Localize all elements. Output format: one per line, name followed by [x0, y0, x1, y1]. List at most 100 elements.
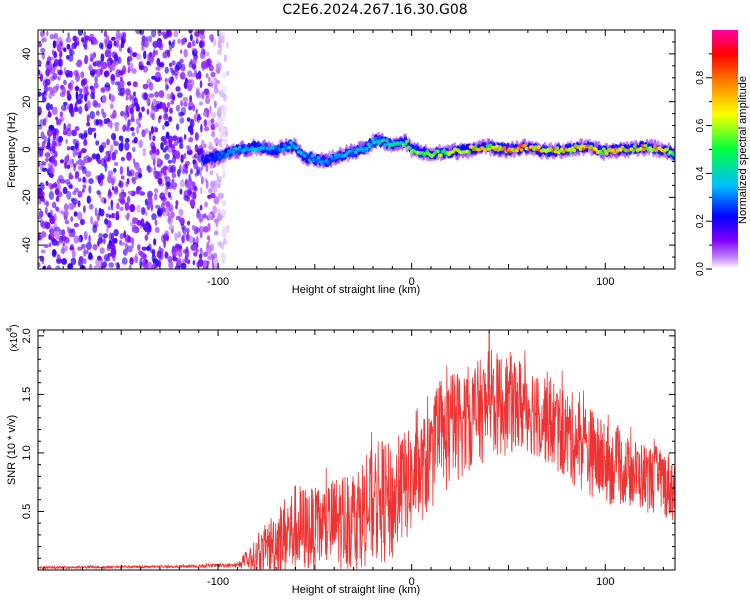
noise-cell — [198, 213, 204, 223]
noise-cell — [91, 53, 96, 60]
noise-cell — [218, 33, 221, 42]
ridge-cell — [493, 147, 498, 152]
ridge-cell — [365, 146, 369, 151]
noise-cell — [69, 70, 73, 78]
noise-cell — [187, 145, 191, 152]
y-tick-label: -20 — [21, 189, 33, 205]
noise-cell — [50, 103, 53, 111]
noise-cell — [64, 245, 68, 252]
noise-cell — [135, 53, 142, 60]
noise-cell — [96, 190, 101, 195]
ridge-cell — [382, 138, 386, 142]
noise-cell — [94, 75, 98, 83]
noise-cell — [90, 216, 94, 225]
noise-cell — [164, 230, 170, 236]
noise-cell — [74, 40, 77, 50]
noise-cell — [111, 151, 117, 161]
noise-cell — [110, 199, 114, 208]
noise-cell — [212, 205, 218, 215]
noise-cell — [167, 49, 171, 58]
noise-cell — [80, 218, 84, 226]
noise-cell — [69, 103, 74, 112]
noise-cell — [183, 101, 188, 107]
noise-cell — [201, 91, 205, 100]
ridge-cell — [467, 150, 471, 154]
noise-cell — [40, 249, 46, 254]
noise-cell — [39, 219, 44, 228]
noise-cell — [192, 260, 196, 266]
noise-cell — [38, 262, 41, 268]
noise-cell — [115, 39, 120, 48]
noise-cell — [214, 100, 217, 108]
noise-cell — [183, 48, 188, 58]
noise-cell — [112, 237, 118, 244]
noise-cell — [59, 50, 63, 58]
x-tick-label: 100 — [596, 576, 614, 588]
noise-cell — [75, 150, 78, 156]
noise-cell — [67, 263, 73, 269]
noise-cell — [63, 47, 67, 52]
noise-cell — [206, 241, 210, 249]
noise-cell — [145, 36, 149, 42]
ridge-cell — [651, 147, 656, 152]
noise-cell — [117, 56, 122, 65]
noise-cell — [120, 175, 125, 180]
noise-cell — [166, 93, 171, 100]
noise-cell — [221, 127, 226, 132]
noise-cell — [88, 37, 93, 42]
noise-cell — [107, 121, 111, 128]
noise-cell — [207, 76, 211, 83]
noise-cell — [146, 246, 151, 251]
y-tick-label: 40 — [21, 48, 33, 60]
noise-cell — [74, 171, 78, 180]
noise-cell — [167, 116, 172, 122]
noise-cell — [68, 174, 74, 180]
noise-cell — [208, 251, 213, 260]
noise-cell — [103, 237, 106, 245]
ridge-cell — [553, 149, 558, 154]
snr-x-axis-label: Height of straight line (km) — [292, 584, 420, 596]
noise-cell — [55, 116, 58, 121]
noise-cell — [46, 264, 52, 269]
noise-cell — [178, 208, 184, 217]
noise-cell — [132, 81, 138, 88]
noise-cell — [158, 90, 165, 98]
noise-cell — [83, 248, 87, 257]
noise-cell — [74, 126, 80, 132]
noise-cell — [155, 149, 160, 156]
noise-cell — [214, 139, 220, 144]
noise-cell — [170, 99, 175, 105]
noise-cell — [69, 184, 74, 189]
noise-cell — [66, 226, 70, 233]
noise-cell — [155, 66, 161, 71]
noise-cell — [217, 240, 223, 247]
ridge-cell — [631, 148, 635, 153]
ridge-cell — [442, 148, 447, 153]
noise-cell — [141, 106, 145, 112]
noise-cell — [135, 30, 141, 35]
noise-cell — [151, 102, 154, 111]
ridge-cell — [276, 144, 281, 148]
noise-cell — [218, 193, 224, 200]
noise-cell — [46, 30, 49, 37]
noise-cell — [66, 164, 71, 170]
noise-cell — [165, 181, 171, 187]
ridge-cell — [578, 147, 583, 151]
noise-cell — [167, 215, 172, 223]
noise-cell — [148, 132, 152, 141]
noise-cell — [104, 39, 108, 48]
noise-cell — [179, 143, 184, 150]
noise-cell — [40, 191, 45, 198]
noise-cell — [160, 142, 164, 151]
noise-cell — [107, 59, 111, 69]
noise-cell — [182, 169, 186, 175]
spectrogram-axes: -100 0 100 -40 -20 0 20 40 — [21, 30, 675, 288]
noise-cell — [82, 184, 87, 189]
y-tick-label: 1.5 — [21, 387, 33, 402]
noise-cell — [42, 118, 47, 126]
noise-cell — [64, 219, 70, 225]
noise-cell — [177, 169, 181, 177]
ridge-cell — [214, 157, 219, 161]
noise-cell — [110, 74, 116, 81]
noise-cell — [220, 31, 226, 38]
